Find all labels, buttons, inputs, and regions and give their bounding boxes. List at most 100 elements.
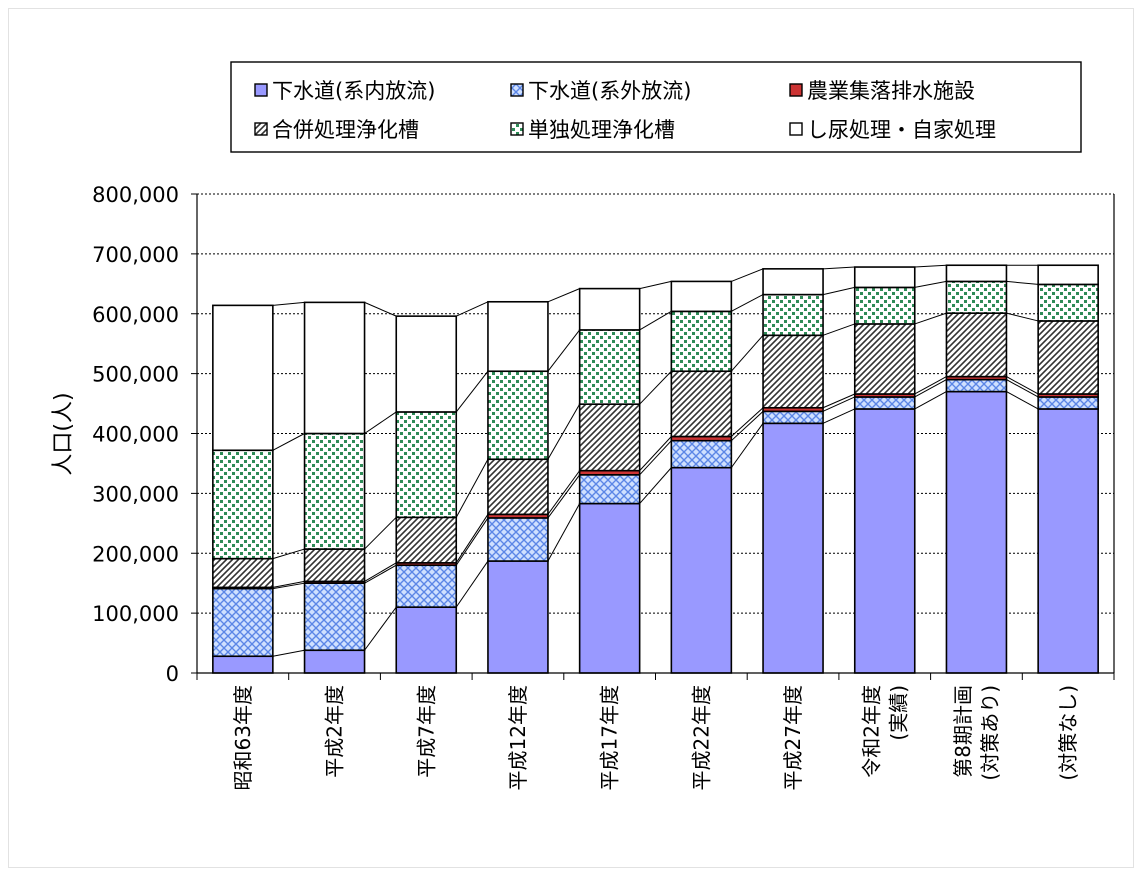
connector-line [1006,379,1039,398]
connector-line [639,310,672,331]
bar-segment [303,649,366,674]
connector-line [822,323,855,336]
bar-segment [853,266,916,289]
bar-segment [945,390,1008,674]
connector-line [731,407,764,437]
legend-swatch [789,122,803,136]
bar-segment [670,310,733,373]
connector-line [455,459,489,518]
connector-line [364,606,397,651]
bar-segment [945,312,1008,378]
legend-box [230,61,1082,153]
bar-segment [395,564,458,608]
bar-segment [945,378,1008,393]
legend-swatch [510,122,524,136]
connector-line [456,301,489,317]
connector-line [547,474,581,519]
connector-line [364,562,397,582]
x-category-label: 令和2年度 [859,685,883,778]
connector-line [547,503,581,562]
connector-line [823,266,855,270]
connector-line [914,391,947,410]
y-tick-label: 500,000 [92,363,179,387]
bar-segment [853,396,916,410]
legend-label: 下水道(系外放流) [528,79,691,103]
y-axis-label: 人口(人) [51,392,76,475]
x-category-label: 平成27年度 [781,685,805,790]
connector-line [731,410,764,442]
chart-frame [8,8,1134,868]
bar-segment [395,411,458,519]
connector-line [730,423,764,468]
bar-segment [670,466,733,674]
x-category-label: (実績) [886,685,910,741]
bars [212,264,1099,674]
connector-line [272,580,305,588]
connector-line [822,286,855,296]
x-category-label: 平成12年度 [506,685,530,790]
bar-segment [212,304,274,452]
bar-segment [303,548,366,583]
y-axis-ticks: 0 100,000 200,000 300,000 400,000 500,000 600,… [92,183,197,686]
bar-segment [578,287,641,331]
bar-segment [762,410,824,425]
connector-line [455,560,489,608]
bar-segment [487,517,549,562]
connector-line [639,280,672,290]
bar-segment [303,301,366,435]
x-category-label: 第8期計画 [951,685,975,778]
connector-line [547,403,581,460]
bar-segment [945,264,1008,283]
connector-line [455,370,489,413]
connector-line [547,288,580,303]
bar-segment [487,458,549,516]
connector-line [455,517,489,566]
bar-segment [212,655,274,674]
connector-line [364,564,397,584]
connector-line [914,379,947,398]
legend-label: 合併処理浄化槽 [272,118,419,142]
connector-line [731,268,764,282]
axes [196,194,1115,680]
bar-segment [395,516,458,564]
bar-segment [762,334,824,409]
legend-swatch [510,83,524,97]
connector-line [914,264,947,268]
connector-line [730,334,764,372]
x-category-label: 昭和63年度 [231,685,255,790]
connector-line [822,393,855,409]
bar-segment [762,293,824,337]
connector-line [914,376,947,395]
bar-segment [1037,283,1099,322]
connector-line [272,649,305,657]
bar-segment [487,300,549,373]
y-tick-label: 600,000 [92,303,179,327]
bar-segment [487,370,549,461]
bar-segment [1037,320,1099,395]
x-category-label: 平成17年度 [598,685,622,790]
y-tick-label: 800,000 [92,183,179,207]
bar-segment [578,474,641,505]
y-tick-label: 400,000 [92,423,179,447]
bar-segment [670,370,733,438]
connector-line [272,433,305,451]
connector-line [272,301,305,306]
bar-segment [853,408,916,674]
bar-segment [212,587,274,658]
connector-line [364,411,397,434]
bar-segment [303,432,366,550]
connector-lines [272,264,1039,657]
bar-segment [1037,396,1099,410]
bar-segment [945,280,1008,314]
x-category-label: (対策あり) [978,685,1002,781]
bar-segment [1037,408,1099,674]
connector-line [1006,391,1039,410]
bar-segment [578,403,641,472]
connector-line [1006,280,1039,285]
legend-label: 下水道(系内放流) [272,79,435,103]
connector-line [1006,376,1039,395]
bar-segment [853,323,916,395]
y-tick-label: 700,000 [92,243,179,267]
